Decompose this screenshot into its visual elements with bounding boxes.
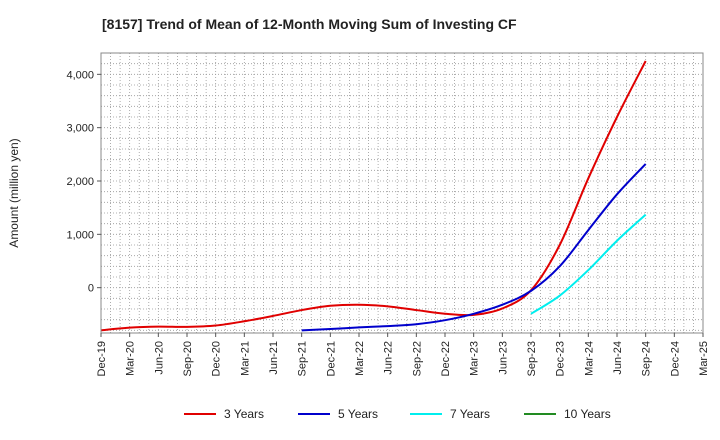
x-tick-label: Jun-23 [497, 341, 509, 375]
series-line-7-years [530, 213, 647, 315]
legend: 3 Years 5 Years 7 Years 10 Years [184, 407, 611, 421]
legend-label-10-years: 10 Years [564, 407, 611, 421]
x-tick-label: Mar-24 [583, 341, 595, 376]
x-tick-label: Jun-20 [153, 341, 165, 375]
x-tick-label: Sep-23 [526, 341, 538, 376]
x-tick-label: Jun-22 [383, 341, 395, 375]
series-layer [100, 60, 647, 332]
x-tick-label: Mar-20 [125, 341, 137, 376]
y-tick-label: 4,000 [66, 69, 94, 81]
series-line-3-years [100, 60, 647, 332]
x-tick-label: Jun-24 [612, 341, 624, 375]
x-tick-label: Mar-22 [354, 341, 366, 376]
legend-label-3-years: 3 Years [224, 407, 264, 421]
x-tick-label: Dec-22 [440, 341, 452, 376]
y-tick-label: 3,000 [66, 123, 94, 135]
x-tick-label: Dec-19 [96, 341, 108, 376]
legend-label-7-years: 7 Years [450, 407, 490, 421]
x-tick-label: Dec-24 [669, 341, 681, 376]
x-tick-label: Jun-21 [268, 341, 280, 375]
chart-title: [8157] Trend of Mean of 12-Month Moving … [102, 16, 517, 32]
x-tick-label: Sep-20 [182, 341, 194, 376]
y-tick-label: 2,000 [66, 176, 94, 188]
x-tick-label: Sep-22 [411, 341, 423, 376]
x-tick-label: Mar-25 [698, 341, 710, 376]
x-tick-label: Dec-20 [211, 341, 223, 376]
x-axis: Dec-19 Mar-20 Jun-20 Sep-20 Dec-20 Mar-21 Jun-… [96, 333, 710, 376]
plot-background [101, 53, 703, 333]
y-axis-label: Amount (million yen) [7, 138, 21, 247]
y-tick-label: 1,000 [66, 229, 94, 241]
series-line-5-years [301, 163, 647, 332]
x-tick-label: Mar-23 [469, 341, 481, 376]
x-tick-label: Dec-21 [325, 341, 337, 376]
x-tick-label: Sep-24 [641, 341, 653, 376]
x-tick-label: Sep-21 [297, 341, 309, 376]
x-tick-label: Mar-21 [239, 341, 251, 376]
legend-label-5-years: 5 Years [338, 407, 378, 421]
y-tick-label: 0 [88, 283, 94, 295]
plot-frame [100, 52, 704, 334]
y-axis: 0 1,000 2,000 3,000 4,000 [66, 69, 101, 295]
x-tick-label: Dec-23 [555, 341, 567, 376]
